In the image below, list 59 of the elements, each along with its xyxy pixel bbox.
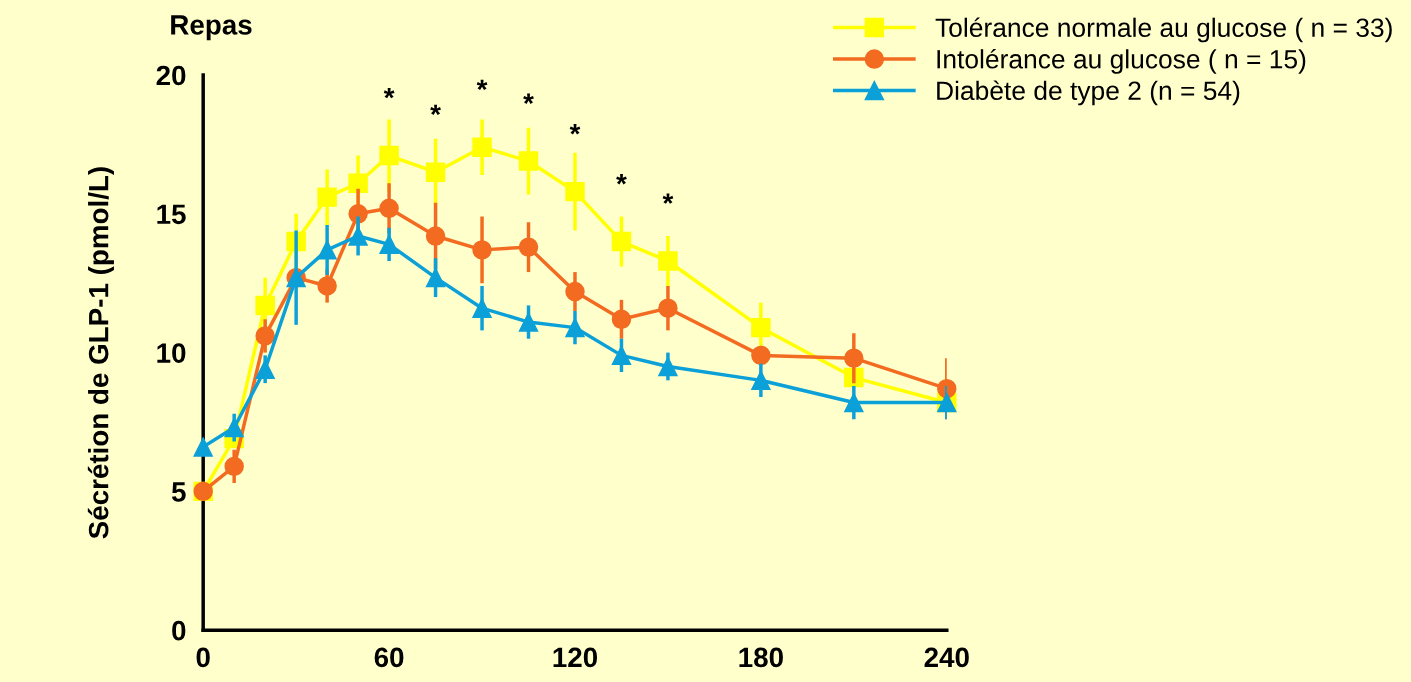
point — [658, 356, 678, 377]
point — [565, 181, 585, 202]
y-tick-label: 15 — [157, 204, 186, 225]
point — [255, 326, 275, 346]
point — [658, 298, 678, 318]
annotation: * — [476, 79, 488, 91]
point — [255, 359, 275, 379]
point — [472, 137, 492, 157]
point — [518, 312, 539, 332]
x-tick-label: 0 — [196, 647, 210, 668]
point — [472, 298, 492, 318]
annotation: * — [569, 124, 581, 135]
point — [425, 267, 446, 288]
point — [255, 295, 275, 316]
point — [224, 417, 244, 438]
annotation: * — [616, 174, 627, 185]
annotation: * — [523, 93, 534, 104]
x-tick-label: 120 — [553, 647, 598, 668]
y-tick-label: 0 — [172, 620, 186, 641]
point — [379, 198, 399, 218]
legend-label: Tolérance normale au glucose ( n = 33) — [935, 17, 1392, 43]
y-tick-label: 20 — [156, 65, 186, 86]
point — [224, 456, 244, 477]
point — [317, 276, 337, 296]
point — [348, 226, 368, 246]
y-tick-label: 10 — [157, 343, 186, 363]
y-axis-title: Sécrétion de GLP-1 (pmol/L) — [87, 167, 114, 539]
point — [611, 231, 632, 252]
x-tick-label: 180 — [739, 647, 783, 668]
legend-label: Diabète de type 2 (n = 54) — [937, 80, 1240, 106]
point — [317, 187, 337, 207]
x-tick-label: 60 — [374, 647, 404, 668]
x-tick-label: 240 — [924, 647, 969, 668]
point — [518, 237, 539, 257]
point — [379, 234, 399, 255]
y-tick-label: 5 — [171, 482, 186, 502]
point — [611, 345, 632, 366]
annotation: * — [430, 104, 441, 116]
point — [379, 145, 399, 166]
point — [425, 162, 446, 182]
point — [844, 392, 864, 413]
annotation: * — [383, 88, 395, 99]
point — [565, 317, 585, 338]
point — [751, 370, 771, 391]
annotation: * — [662, 193, 674, 204]
point — [518, 151, 539, 171]
point — [611, 309, 632, 330]
point — [751, 345, 771, 366]
point — [317, 240, 337, 260]
point — [658, 251, 678, 271]
point — [193, 437, 213, 457]
point — [348, 173, 368, 193]
point — [425, 226, 446, 246]
point — [472, 240, 492, 260]
point — [844, 348, 864, 368]
point — [565, 281, 585, 302]
point — [751, 317, 771, 338]
text: Repas — [171, 15, 252, 41]
legend-label: Intolérance au glucose ( n = 15) — [937, 48, 1306, 74]
